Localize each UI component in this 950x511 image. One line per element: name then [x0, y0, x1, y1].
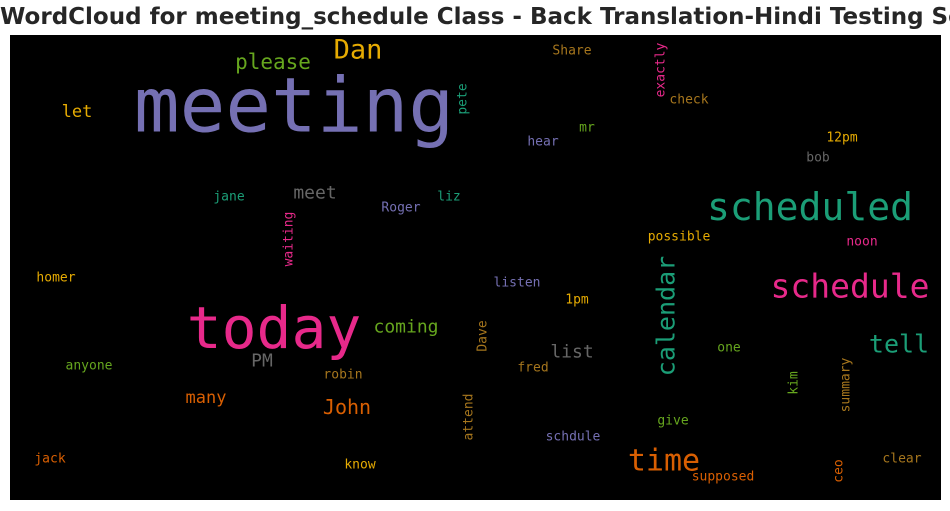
word-supposed: supposed — [692, 470, 755, 485]
word-give: give — [657, 414, 688, 429]
word-let: let — [62, 102, 93, 122]
word-anyone: anyone — [66, 359, 113, 374]
word-schedule: schedule — [771, 267, 930, 306]
word-scheduled: scheduled — [707, 185, 913, 229]
word-noon: noon — [846, 235, 877, 250]
word-jane: jane — [213, 190, 244, 205]
word-liz: liz — [437, 190, 460, 205]
word-know: know — [344, 458, 375, 473]
word-schdule: schdule — [546, 430, 601, 445]
word-hear: hear — [527, 135, 558, 150]
word-pete: pete — [456, 83, 471, 114]
word-coming: coming — [373, 317, 438, 338]
word-meet: meet — [293, 183, 336, 204]
word-summary: summary — [839, 357, 854, 412]
word-clear: clear — [882, 452, 921, 467]
word-calendar: calendar — [652, 256, 681, 376]
word-1pm: 1pm — [565, 293, 589, 308]
word-pm: PM — [251, 351, 273, 372]
word-today: today — [187, 294, 362, 362]
word-attend: attend — [462, 394, 477, 441]
word-mr: mr — [579, 121, 595, 136]
word-robin: robin — [323, 368, 362, 383]
word-bob: bob — [806, 151, 830, 166]
word-time: time — [628, 444, 700, 479]
word-tell: tell — [869, 330, 929, 359]
word-roger: Roger — [381, 201, 420, 216]
wordcloud-svg: meeting today scheduled schedule calendar tim… — [34, 35, 930, 485]
word-homer: homer — [36, 271, 75, 286]
word-listen: listen — [494, 276, 541, 291]
word-fred: fred — [517, 361, 548, 376]
word-ceo: ceo — [832, 459, 847, 482]
word-jack: jack — [34, 452, 65, 467]
word-possible: possible — [648, 230, 711, 245]
word-one: one — [717, 341, 741, 356]
word-dan: Dan — [334, 35, 383, 66]
word-john: John — [323, 395, 371, 419]
chart-title: WordCloud for meeting_schedule Class - B… — [0, 4, 950, 30]
word-share: Share — [552, 44, 591, 59]
word-waiting: waiting — [282, 212, 297, 267]
wordcloud-panel: meeting today scheduled schedule calendar tim… — [10, 35, 941, 500]
word-check: check — [669, 93, 708, 108]
word-exactly: exactly — [654, 42, 669, 97]
word-meeting: meeting — [134, 61, 454, 150]
word-list: list — [550, 342, 593, 363]
word-kim: kim — [787, 371, 802, 395]
word-please: please — [235, 50, 311, 74]
word-many: many — [186, 388, 227, 408]
word-dave: Dave — [476, 320, 491, 351]
word-12pm: 12pm — [826, 131, 857, 146]
